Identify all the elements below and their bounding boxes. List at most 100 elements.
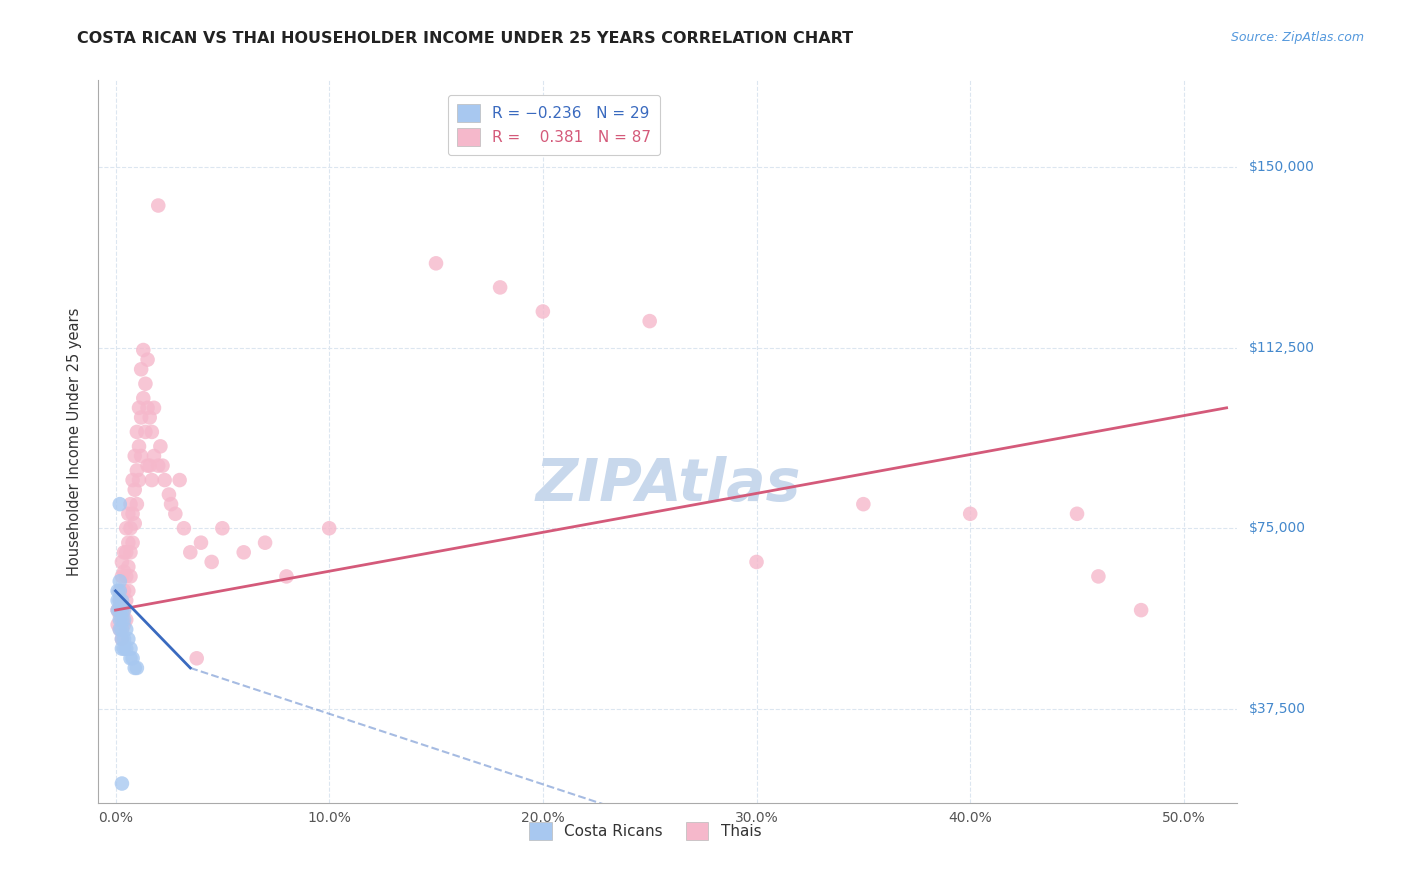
Legend: Costa Ricans, Thais: Costa Ricans, Thais bbox=[523, 816, 768, 846]
Point bbox=[111, 569, 134, 583]
Point bbox=[138, 410, 160, 425]
Point bbox=[111, 776, 134, 790]
Point bbox=[117, 507, 139, 521]
Point bbox=[121, 651, 143, 665]
Point bbox=[157, 487, 180, 501]
Y-axis label: Householder Income Under 25 years: Householder Income Under 25 years bbox=[67, 308, 83, 575]
Point bbox=[108, 607, 131, 622]
Point bbox=[108, 593, 131, 607]
Point bbox=[124, 483, 146, 497]
Point bbox=[169, 473, 191, 487]
Point bbox=[121, 535, 143, 549]
Point bbox=[134, 376, 156, 391]
Point bbox=[129, 362, 152, 376]
Point bbox=[138, 458, 160, 473]
Point bbox=[115, 569, 138, 583]
Point bbox=[136, 458, 159, 473]
Point bbox=[108, 593, 131, 607]
Point bbox=[115, 623, 138, 637]
Point bbox=[115, 521, 138, 535]
Point bbox=[111, 623, 134, 637]
Text: $37,500: $37,500 bbox=[1249, 702, 1305, 716]
Point bbox=[132, 391, 155, 405]
Point bbox=[115, 593, 138, 607]
Point bbox=[112, 617, 135, 632]
Point bbox=[125, 463, 148, 477]
Point bbox=[959, 507, 981, 521]
Point bbox=[115, 545, 138, 559]
Text: Source: ZipAtlas.com: Source: ZipAtlas.com bbox=[1230, 31, 1364, 45]
Point bbox=[141, 473, 163, 487]
Point bbox=[425, 256, 447, 270]
Point bbox=[107, 603, 129, 617]
Point bbox=[120, 569, 142, 583]
Point bbox=[129, 449, 152, 463]
Point bbox=[108, 613, 131, 627]
Point bbox=[124, 661, 146, 675]
Point bbox=[120, 545, 142, 559]
Point bbox=[143, 401, 166, 415]
Point bbox=[852, 497, 875, 511]
Point bbox=[112, 632, 135, 646]
Point bbox=[125, 497, 148, 511]
Point bbox=[165, 507, 187, 521]
Point bbox=[1087, 569, 1109, 583]
Point bbox=[132, 343, 155, 357]
Point bbox=[107, 583, 129, 598]
Point bbox=[108, 603, 131, 617]
Point bbox=[128, 401, 150, 415]
Text: COSTA RICAN VS THAI HOUSEHOLDER INCOME UNDER 25 YEARS CORRELATION CHART: COSTA RICAN VS THAI HOUSEHOLDER INCOME U… bbox=[77, 31, 853, 46]
Point bbox=[148, 198, 170, 212]
Point bbox=[128, 439, 150, 453]
Point bbox=[108, 497, 131, 511]
Point bbox=[143, 449, 166, 463]
Point bbox=[112, 583, 135, 598]
Point bbox=[152, 458, 174, 473]
Point bbox=[531, 304, 554, 318]
Point bbox=[124, 516, 146, 531]
Point bbox=[125, 425, 148, 439]
Point bbox=[111, 632, 134, 646]
Point bbox=[112, 603, 135, 617]
Text: $75,000: $75,000 bbox=[1249, 521, 1305, 535]
Point bbox=[111, 613, 134, 627]
Point bbox=[112, 545, 135, 559]
Text: $112,500: $112,500 bbox=[1249, 341, 1315, 355]
Point bbox=[124, 449, 146, 463]
Point bbox=[120, 497, 142, 511]
Point bbox=[232, 545, 254, 559]
Point bbox=[153, 473, 176, 487]
Point bbox=[489, 280, 512, 294]
Text: $150,000: $150,000 bbox=[1249, 160, 1315, 174]
Point bbox=[120, 521, 142, 535]
Text: ZIPAtlas: ZIPAtlas bbox=[536, 457, 800, 514]
Point bbox=[141, 425, 163, 439]
Point bbox=[318, 521, 340, 535]
Point bbox=[201, 555, 224, 569]
Point bbox=[179, 545, 201, 559]
Point bbox=[115, 641, 138, 656]
Point bbox=[186, 651, 208, 665]
Point bbox=[117, 535, 139, 549]
Point bbox=[136, 352, 159, 367]
Point bbox=[108, 623, 131, 637]
Point bbox=[108, 574, 131, 589]
Point bbox=[117, 632, 139, 646]
Point bbox=[148, 458, 170, 473]
Point bbox=[108, 623, 131, 637]
Point bbox=[112, 603, 135, 617]
Point bbox=[136, 401, 159, 415]
Point bbox=[117, 559, 139, 574]
Point bbox=[129, 410, 152, 425]
Point bbox=[111, 623, 134, 637]
Point bbox=[128, 473, 150, 487]
Point bbox=[134, 425, 156, 439]
Point bbox=[211, 521, 233, 535]
Point bbox=[112, 641, 135, 656]
Point bbox=[121, 507, 143, 521]
Point bbox=[1066, 507, 1088, 521]
Point bbox=[108, 583, 131, 598]
Point bbox=[121, 473, 143, 487]
Point bbox=[1130, 603, 1153, 617]
Point bbox=[254, 535, 277, 549]
